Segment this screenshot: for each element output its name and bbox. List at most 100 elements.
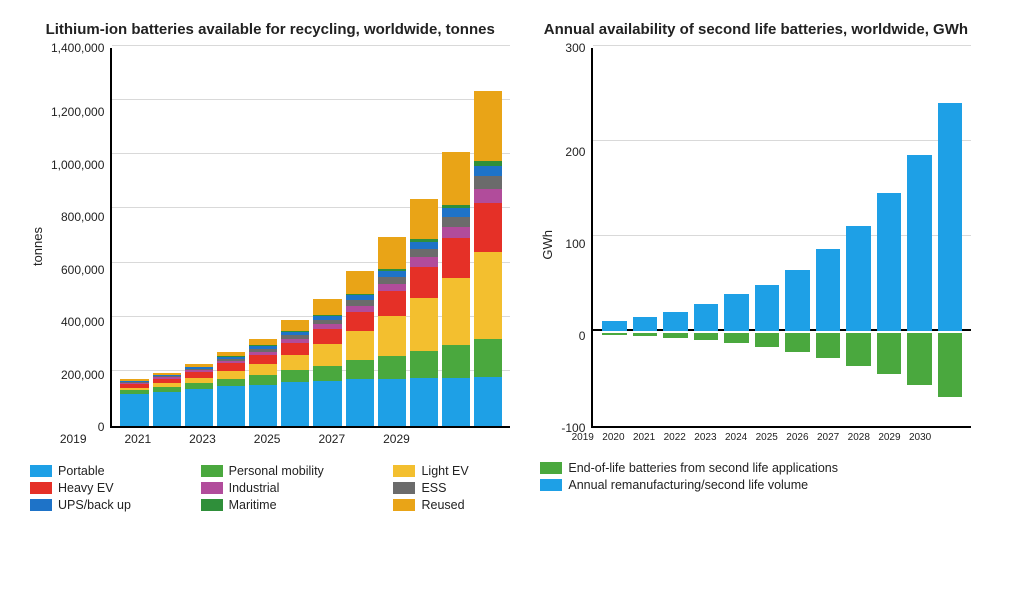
legend-label: Personal mobility: [229, 464, 324, 478]
legend-swatch: [393, 499, 415, 511]
bar-segment-eol: [602, 333, 627, 336]
bar-column: [410, 46, 438, 426]
bar-segment-light_ev: [378, 316, 406, 357]
bar-segment-light_ev: [442, 278, 470, 346]
legend-label: Portable: [58, 464, 105, 478]
left-y-ticks: 1,400,0001,200,0001,000,000800,000600,00…: [51, 48, 110, 428]
bar-column: [816, 48, 841, 426]
legend-item-maritime: Maritime: [201, 498, 366, 512]
bar-segment-portable: [281, 382, 309, 425]
bar-segment-light_ev: [410, 298, 438, 351]
y-tick-label: 400,000: [61, 316, 104, 328]
bar-segment-eol: [938, 333, 963, 398]
bar-segment-reman: [755, 285, 780, 331]
legend-label: UPS/back up: [58, 498, 131, 512]
legend-label: Industrial: [229, 481, 280, 495]
bar-segment-portable: [153, 392, 181, 426]
x-tick-label: 2022: [659, 432, 690, 443]
bar-segment-portable: [346, 379, 374, 425]
bar-column: [633, 48, 658, 426]
x-tick-label: 2023: [186, 432, 218, 446]
legend-item-personal_mobility: Personal mobility: [201, 464, 366, 478]
bar-segment-personal_mobility: [378, 356, 406, 379]
bar-column: [249, 46, 277, 426]
right-chart-panel: Annual availability of second life batte…: [540, 20, 971, 495]
bar-segment-industrial: [474, 189, 502, 203]
legend-item-reused: Reused: [393, 498, 510, 512]
bar-segment-ups: [410, 242, 438, 249]
bar-segment-ups: [442, 208, 470, 217]
legend-swatch: [201, 499, 223, 511]
bar-segment-heavy_ev: [442, 238, 470, 277]
bar-segment-eol: [846, 333, 871, 366]
bar-segment-light_ev: [249, 364, 277, 375]
right-legend: End-of-life batteries from second life a…: [540, 461, 971, 495]
legend-swatch: [540, 479, 562, 491]
bar-segment-personal_mobility: [281, 370, 309, 382]
bar-segment-portable: [442, 378, 470, 426]
bar-segment-reman: [785, 270, 810, 331]
bar-column: [120, 46, 148, 426]
y-tick-label: 1,400,000: [51, 42, 104, 54]
bar-column: [217, 46, 245, 426]
bar-segment-reman: [602, 321, 627, 331]
bar-segment-reused: [442, 152, 470, 205]
bar-segment-heavy_ev: [410, 267, 438, 298]
bar-column: [442, 46, 470, 426]
bar-segment-portable: [313, 381, 341, 426]
legend-item-eol: End-of-life batteries from second life a…: [540, 461, 971, 475]
x-tick-label: 2026: [782, 432, 813, 443]
bar-segment-ess: [442, 217, 470, 227]
bar-column: [602, 48, 627, 426]
legend-swatch: [30, 499, 52, 511]
bar-segment-personal_mobility: [313, 366, 341, 381]
bar-segment-heavy_ev: [378, 291, 406, 315]
bar-segment-reman: [877, 193, 902, 331]
bar-segment-reused: [474, 91, 502, 162]
legend-swatch: [201, 482, 223, 494]
y-tick-label: 200: [565, 146, 585, 158]
right-y-ticks: 3002001000-100: [561, 48, 591, 428]
legend-swatch: [201, 465, 223, 477]
right-plot-area: [591, 48, 971, 428]
bar-column: [907, 48, 932, 426]
bar-segment-industrial: [378, 284, 406, 292]
bar-segment-reused: [346, 271, 374, 294]
bar-segment-industrial: [442, 227, 470, 238]
x-tick-label: 2020: [598, 432, 629, 443]
bar-segment-portable: [217, 386, 245, 425]
bar-segment-eol: [663, 333, 688, 339]
bar-column: [755, 48, 780, 426]
legend-item-industrial: Industrial: [201, 481, 366, 495]
bar-segment-eol: [755, 333, 780, 347]
bar-column: [346, 46, 374, 426]
y-tick-label: 600,000: [61, 264, 104, 276]
y-tick-label: 1,200,000: [51, 106, 104, 118]
legend-label: Maritime: [229, 498, 277, 512]
y-tick-label: 100: [565, 238, 585, 250]
bar-segment-heavy_ev: [474, 203, 502, 252]
bar-segment-eol: [877, 333, 902, 375]
x-tick-label: 2024: [721, 432, 752, 443]
bar-segment-reman: [938, 103, 963, 331]
bar-segment-personal_mobility: [249, 375, 277, 385]
left-x-ticks: 2019202020212022202320242025202620272028…: [51, 428, 451, 446]
bar-segment-portable: [410, 378, 438, 426]
legend-swatch: [540, 462, 562, 474]
legend-label: ESS: [421, 481, 446, 495]
legend-label: End-of-life batteries from second life a…: [568, 461, 838, 475]
x-tick-label: 2019: [57, 432, 89, 446]
bar-segment-portable: [378, 379, 406, 425]
bar-segment-light_ev: [346, 331, 374, 361]
legend-swatch: [393, 482, 415, 494]
y-tick-label: 0: [98, 421, 105, 433]
bar-segment-portable: [249, 385, 277, 426]
x-tick-label: 2021: [122, 432, 154, 446]
legend-item-portable: Portable: [30, 464, 173, 478]
bar-segment-personal_mobility: [346, 360, 374, 379]
legend-label: Heavy EV: [58, 481, 114, 495]
legend-label: Annual remanufacturing/second life volum…: [568, 478, 808, 492]
bar-segment-reman: [633, 317, 658, 330]
bar-segment-light_ev: [281, 355, 309, 370]
legend-swatch: [30, 482, 52, 494]
